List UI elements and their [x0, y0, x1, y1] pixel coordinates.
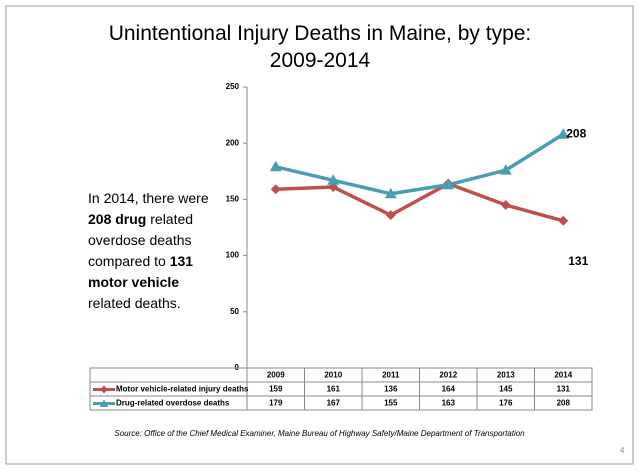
legend-label: Drug-related overdose deaths — [116, 399, 230, 408]
legend-marker — [100, 385, 108, 394]
x-tick-label: 2013 — [497, 371, 515, 380]
slide-border — [5, 5, 634, 465]
table-value: 164 — [442, 385, 456, 394]
y-tick-label: 200 — [226, 138, 240, 147]
x-tick-label: 2012 — [439, 371, 457, 380]
annotation: In 2014, there were 208 drug related ove… — [88, 188, 216, 314]
table-value: 136 — [384, 385, 398, 394]
x-tick-label: 2014 — [554, 371, 572, 380]
annotation-text: In 2014, there were — [88, 190, 209, 206]
point-marker — [270, 184, 281, 195]
legend-marker — [99, 399, 109, 407]
annotation-text: drug — [115, 211, 147, 227]
point-marker — [442, 178, 455, 190]
table-value: 155 — [384, 399, 398, 408]
table-value: 208 — [557, 399, 571, 408]
y-tick-label: 150 — [226, 195, 240, 204]
data-label: 131 — [568, 254, 588, 268]
x-tick-label: 2011 — [382, 371, 400, 380]
annotation-text: 131 — [169, 253, 194, 269]
table-value: 161 — [327, 385, 341, 394]
point-marker — [269, 160, 282, 172]
annotation-text: related overdose deaths compared to — [88, 211, 194, 269]
point-marker — [384, 187, 397, 199]
point-marker — [500, 200, 511, 211]
table-value: 131 — [557, 385, 571, 394]
y-tick-label: 250 — [226, 82, 240, 91]
y-tick-label: 100 — [226, 251, 240, 260]
point-marker — [499, 164, 512, 175]
x-tick-label: 2009 — [267, 371, 285, 380]
source: Source: Office of the Chief Medical Exam… — [114, 429, 525, 438]
series-line — [275, 181, 564, 223]
annotation-text: motor vehicle — [88, 274, 180, 290]
table-value: 176 — [499, 399, 513, 408]
chart-title: Unintentional Injury Deaths in Maine, by… — [108, 22, 532, 72]
table-value: 167 — [327, 399, 341, 408]
data-label: 208 — [566, 126, 586, 140]
x-tick-label: 2010 — [324, 371, 342, 380]
point-marker — [558, 215, 569, 226]
page-number: 4 — [620, 446, 625, 455]
legend-label: Motor vehicle-related injury deaths — [116, 385, 249, 394]
point-marker — [327, 174, 340, 185]
annotation-text: related deaths. — [88, 295, 181, 311]
table-value: 163 — [442, 399, 456, 408]
series-line — [275, 132, 565, 196]
point-marker — [557, 128, 570, 139]
table-value: 145 — [499, 385, 513, 394]
point-marker — [385, 210, 396, 221]
y-tick-label: 50 — [230, 307, 239, 316]
table-value: 159 — [269, 385, 283, 394]
annotation-text: 208 — [88, 211, 112, 227]
table-value: 179 — [269, 399, 283, 408]
